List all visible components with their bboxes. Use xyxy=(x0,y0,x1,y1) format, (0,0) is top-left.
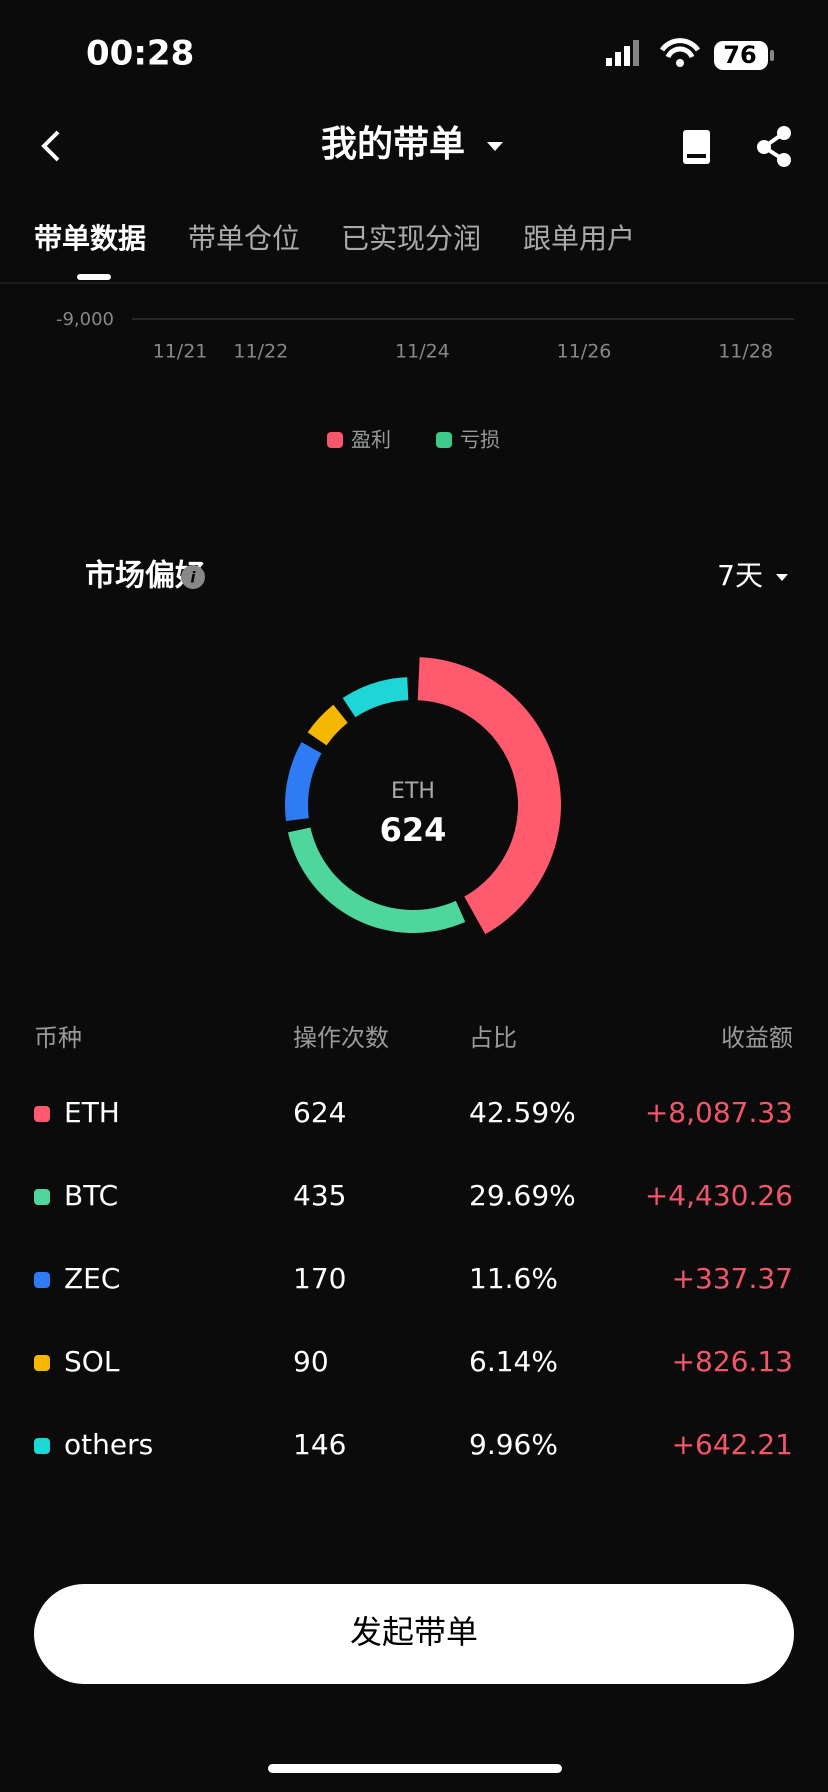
operation-count: 624 xyxy=(293,1096,346,1129)
x-tick-label: 11/24 xyxy=(395,341,450,363)
column-header: 收益额 xyxy=(721,1024,793,1052)
operation-count: 90 xyxy=(293,1345,329,1378)
coin-dot xyxy=(34,1355,50,1371)
donut-segment[interactable] xyxy=(417,657,562,935)
coin-name: others xyxy=(64,1428,153,1461)
x-tick-label: 11/21 xyxy=(153,341,208,363)
donut-center-name: ETH xyxy=(391,779,435,804)
donut-segment[interactable] xyxy=(287,827,466,933)
profit: +337.37 xyxy=(672,1262,793,1295)
info-icon-glyph: i xyxy=(190,569,196,587)
share: 9.96% xyxy=(469,1428,558,1461)
coin-name: SOL xyxy=(64,1345,120,1378)
column-header: 占比 xyxy=(469,1024,517,1052)
wifi-icon xyxy=(659,38,701,59)
profit: +8,087.33 xyxy=(645,1096,793,1129)
wifi-dot xyxy=(676,59,684,67)
battery-icon xyxy=(714,41,768,70)
x-tick-label: 11/26 xyxy=(557,341,612,363)
column-header: 操作次数 xyxy=(293,1024,389,1052)
tab[interactable]: 带单仓位 xyxy=(188,222,300,255)
battery-cap xyxy=(770,50,774,61)
battery-level: 76 xyxy=(723,41,756,69)
share-icon[interactable] xyxy=(757,126,791,167)
start-button[interactable] xyxy=(34,1584,794,1684)
info-icon[interactable] xyxy=(181,565,205,589)
operation-count: 146 xyxy=(293,1428,346,1461)
donut-segment[interactable] xyxy=(307,704,348,746)
tab[interactable]: 跟单用户 xyxy=(523,222,635,255)
book-icon[interactable] xyxy=(683,130,710,164)
x-tick-label: 11/22 xyxy=(233,341,288,363)
home-indicator xyxy=(268,1764,562,1773)
profit: +642.21 xyxy=(672,1428,793,1461)
coin-dot xyxy=(34,1189,50,1205)
header-title[interactable]: 我的带单 xyxy=(321,124,465,165)
share: 11.6% xyxy=(469,1262,558,1295)
donut-center-count: 624 xyxy=(380,811,447,849)
back-button[interactable] xyxy=(41,130,60,162)
coin-name: BTC xyxy=(64,1179,118,1212)
operation-count: 170 xyxy=(293,1262,346,1295)
tab[interactable]: 带单数据 xyxy=(34,222,146,255)
coin-name: ZEC xyxy=(64,1262,120,1295)
coin-dot xyxy=(34,1106,50,1122)
coin-dot xyxy=(34,1438,50,1454)
book-icon-line xyxy=(687,154,706,158)
donut-segment[interactable] xyxy=(285,742,322,822)
signal-icon xyxy=(606,40,639,66)
column-header: 币种 xyxy=(34,1024,82,1052)
y-tick-label: -9,000 xyxy=(56,309,114,330)
tab-underline xyxy=(77,274,111,280)
donut-segment[interactable] xyxy=(342,677,409,718)
share: 6.14% xyxy=(469,1345,558,1378)
profit: +826.13 xyxy=(672,1345,793,1378)
coin-name: ETH xyxy=(64,1096,120,1129)
share: 42.59% xyxy=(469,1096,576,1129)
legend-label: 亏损 xyxy=(460,428,500,452)
title-dropdown[interactable] xyxy=(487,142,503,151)
profit: +4,430.26 xyxy=(645,1179,793,1212)
operation-count: 435 xyxy=(293,1179,346,1212)
coin-dot xyxy=(34,1272,50,1288)
period-dropdown[interactable] xyxy=(776,574,788,581)
tab[interactable]: 已实现分润 xyxy=(341,222,481,255)
start-button-label[interactable]: 发起带单 xyxy=(350,1613,478,1651)
status-time: 00:28 xyxy=(86,34,194,74)
share: 29.69% xyxy=(469,1179,576,1212)
x-tick-label: 11/28 xyxy=(718,341,773,363)
legend-swatch xyxy=(327,432,343,448)
period-selector[interactable]: 7天 xyxy=(717,559,763,592)
legend-label: 盈利 xyxy=(351,428,391,452)
legend-swatch xyxy=(436,432,452,448)
